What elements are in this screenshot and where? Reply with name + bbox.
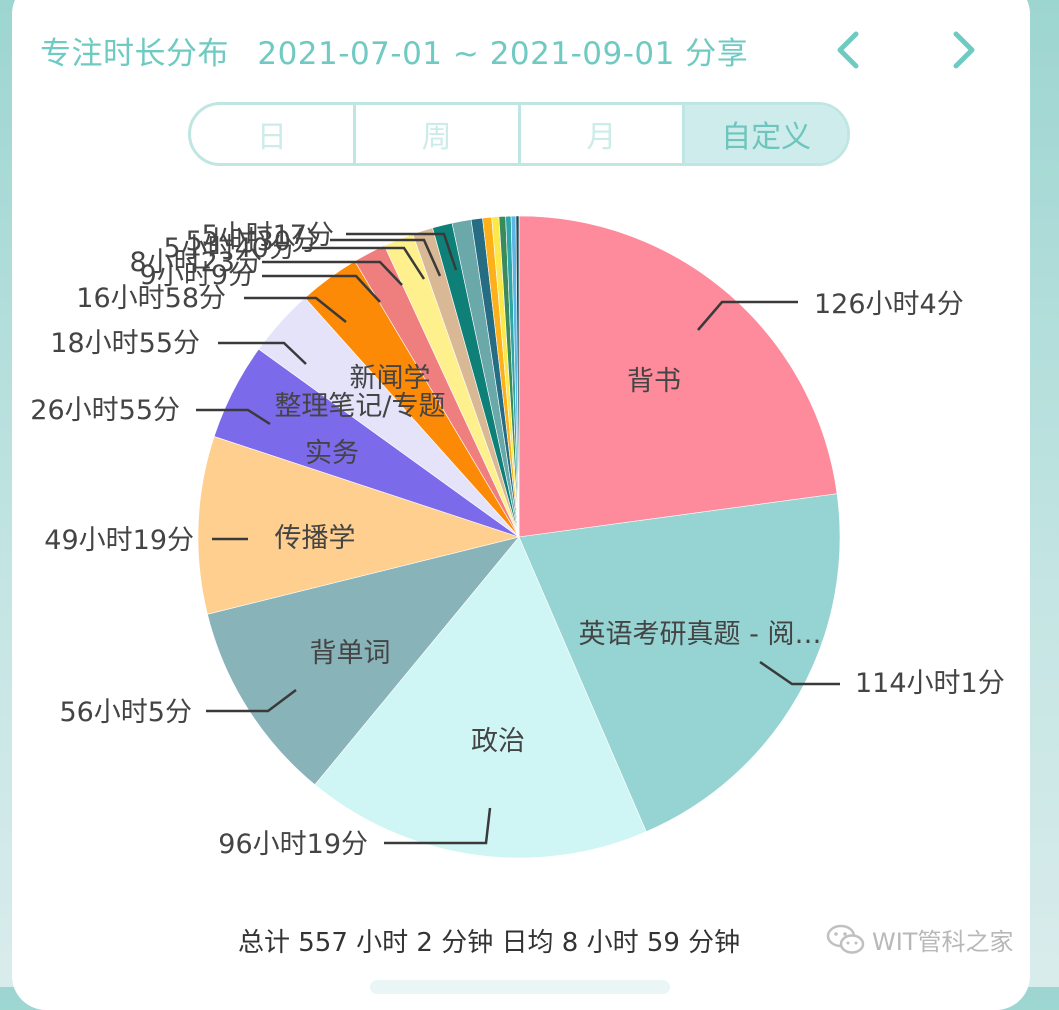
chevron-right-icon: [953, 31, 975, 69]
slice-name-label: 新闻学: [350, 363, 431, 394]
pie-slice[interactable]: [197, 436, 521, 615]
slice-name-label: 政治: [471, 726, 525, 757]
wechat-icon: [826, 924, 865, 954]
leader-line: [206, 689, 297, 713]
slice-name-label: 英语考研真题 - 阅…: [579, 619, 822, 650]
tab-month-label: 月: [586, 120, 617, 155]
share-link[interactable]: 分享: [685, 36, 749, 72]
watermark: WIT管科之家: [826, 922, 1013, 957]
value-label: 49小时19分: [44, 525, 194, 556]
leader-line: [244, 296, 347, 323]
leader-line: [346, 232, 458, 271]
value-label: 18小时55分: [50, 328, 200, 359]
period-selector: 日 周 月 自定义: [188, 102, 850, 166]
value-label: 5小时40分: [163, 233, 296, 264]
watermark-text: WIT管科之家: [872, 928, 1014, 956]
value-label: 16小时58分: [76, 283, 226, 314]
tab-custom-label: 自定义: [721, 120, 812, 155]
value-label: 114小时1分: [855, 668, 1005, 699]
leader-line: [384, 807, 492, 845]
leader-line: [302, 246, 426, 280]
tab-month[interactable]: 月: [521, 105, 686, 163]
value-label: 26小时55分: [30, 395, 180, 426]
value-label: 8小时23分: [129, 247, 262, 278]
slice-name-label: 整理笔记/专题: [274, 391, 445, 422]
bottom-handle: [370, 980, 670, 994]
pie-slice[interactable]: [518, 493, 841, 833]
pie-slice[interactable]: [207, 536, 520, 786]
slice-name-label: 背书: [627, 366, 681, 397]
pie-slice[interactable]: [518, 215, 838, 538]
slice-name-label: 传播学: [275, 523, 356, 554]
tab-week-label: 周: [421, 120, 452, 155]
slice-name-label: 背单词: [310, 638, 391, 669]
leader-line: [330, 238, 442, 277]
leader-line: [697, 300, 798, 331]
tab-day-label: 日: [256, 120, 287, 155]
date-range: 2021-07-01 ~ 2021-09-01: [257, 36, 675, 72]
value-label: 9小时9分: [140, 260, 255, 291]
value-label: 126小时4分: [814, 289, 964, 320]
pie-slice[interactable]: [314, 536, 647, 859]
tab-custom[interactable]: 自定义: [685, 105, 847, 163]
tab-day[interactable]: 日: [191, 105, 356, 163]
slice-name-label: 实务: [305, 438, 359, 469]
value-label: 5小时30分: [185, 226, 318, 257]
next-period-button[interactable]: [944, 24, 984, 76]
page-title: 专注时长分布: [40, 36, 229, 72]
chevron-left-icon: [837, 31, 859, 69]
value-label: 96小时19分: [218, 829, 368, 860]
summary-total: 总计 557 小时 2 分钟 日均 8 小时 59 分钟: [238, 928, 741, 958]
leader-line: [196, 408, 271, 426]
chart-header: 专注时长分布 2021-07-01 ~ 2021-09-01 分享: [40, 28, 748, 78]
tab-week[interactable]: 周: [356, 105, 521, 163]
leader-line: [262, 260, 403, 286]
value-label: 5小时17分: [201, 220, 334, 251]
prev-period-button[interactable]: [828, 24, 868, 76]
leader-line: [218, 341, 307, 365]
leader-line: [759, 660, 840, 686]
pie-slice[interactable]: [515, 215, 520, 538]
leader-line: [262, 274, 381, 303]
value-label: 56小时5分: [59, 697, 192, 728]
